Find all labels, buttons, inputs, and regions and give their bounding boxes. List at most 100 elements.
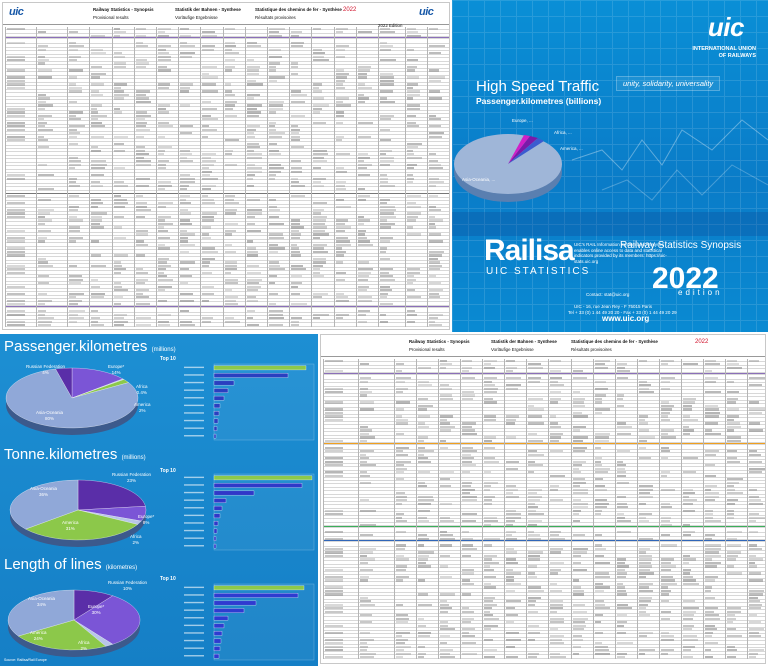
- table-cell: [202, 163, 215, 166]
- table-cell: [683, 579, 696, 582]
- table-cell: [135, 121, 148, 124]
- table-cell: [395, 652, 411, 655]
- table-cell: [180, 184, 190, 187]
- table-cell: [335, 205, 352, 208]
- table-cell: [528, 631, 540, 634]
- table-cell: [91, 205, 98, 208]
- table-row: [5, 208, 449, 212]
- table-cell: [38, 48, 46, 51]
- table-cell: [705, 558, 712, 561]
- table-cell: [506, 575, 514, 579]
- table-cell: [417, 631, 432, 634]
- table-cell: [705, 649, 712, 652]
- table-cell: [291, 243, 298, 247]
- table-cell: [594, 478, 604, 481]
- table-cell: [727, 415, 739, 418]
- table-cell: [749, 359, 759, 362]
- table-cell: [749, 607, 761, 610]
- table-cell: [91, 215, 103, 219]
- table-cell: [395, 617, 410, 620]
- table-cell: [335, 76, 348, 79]
- table-cell: [360, 645, 369, 648]
- table-cell: [224, 282, 239, 285]
- table-cell: [157, 289, 165, 292]
- table-cell: [202, 317, 214, 320]
- table-cell: [660, 631, 669, 634]
- table-cell: [360, 561, 368, 565]
- table-cell: [113, 142, 124, 145]
- bar3-tick-label: [184, 624, 204, 627]
- table-cell: [749, 649, 764, 652]
- table-cell: [727, 499, 739, 502]
- table-cell: [428, 177, 439, 180]
- table-cell: [202, 188, 212, 191]
- table-row: [323, 512, 765, 516]
- bar2-tick-label: [184, 476, 204, 479]
- contact[interactable]: Contact: stat@uic.org: [586, 292, 630, 297]
- table-cell: [202, 45, 216, 48]
- table-cell: [38, 114, 53, 117]
- table-cell: [38, 236, 48, 240]
- table-cell: [246, 65, 260, 69]
- table-cell: [660, 471, 670, 474]
- cover-title: High Speed Traffic: [476, 78, 600, 95]
- table-cell: [484, 488, 491, 491]
- table-cell: [406, 104, 421, 107]
- table-cell: [417, 652, 427, 655]
- website-link[interactable]: www.uic.org: [602, 314, 650, 323]
- table-cell: [572, 554, 581, 558]
- table-cell: [749, 408, 765, 411]
- table-cell: [379, 285, 390, 288]
- table-cell: [484, 520, 499, 523]
- table-cell: [428, 118, 441, 121]
- table-cell: [550, 572, 558, 575]
- table-cell: [572, 513, 579, 516]
- table-cell: [616, 561, 626, 565]
- table-cell: [379, 139, 392, 142]
- table-cell: [135, 27, 146, 30]
- pie3-label-africa: Africa 2%: [78, 640, 90, 651]
- table-cell: [428, 250, 444, 254]
- table-cell: [202, 198, 214, 201]
- table-cell: [395, 478, 405, 481]
- table-cell: [638, 422, 648, 425]
- table-cell: [246, 174, 256, 177]
- table-cell: [428, 52, 441, 55]
- table-row: [5, 268, 449, 272]
- table-cell: [395, 363, 405, 366]
- cover-decoration: [452, 119, 768, 236]
- table-cell: [246, 177, 254, 180]
- table-cell: [528, 537, 542, 540]
- table-cell: [291, 72, 299, 76]
- table-cell: [180, 320, 192, 323]
- table-cell: [594, 464, 602, 467]
- table-row: [5, 261, 449, 265]
- table-cell: [462, 471, 470, 474]
- table-cell: [180, 198, 187, 201]
- table-cell: [360, 436, 376, 439]
- table-cell: [528, 495, 542, 498]
- table-cell: [462, 530, 470, 533]
- synopsis-title: Railway Statistics Synopsis: [620, 240, 742, 251]
- table-cell: [7, 268, 25, 271]
- table-cell: [113, 93, 129, 97]
- table-row: [323, 607, 765, 611]
- bar1-tick-label: [184, 435, 204, 437]
- table-cell: [246, 184, 255, 187]
- table-cell: [428, 233, 441, 236]
- table-cell: [91, 222, 100, 226]
- table-cell: [360, 425, 369, 429]
- table-cell: [395, 649, 405, 652]
- table-cell: [69, 45, 85, 48]
- table-cell: [727, 401, 736, 404]
- table-cell: [69, 226, 81, 229]
- table-cell: [69, 69, 84, 72]
- table-cell: [69, 275, 82, 278]
- table-cell: [91, 174, 104, 177]
- table-cell: [357, 240, 371, 243]
- table-cell: [594, 534, 603, 537]
- table-cell: [360, 554, 368, 558]
- table-cell: [313, 226, 327, 229]
- table-cell: [417, 534, 428, 537]
- table-cell: [38, 163, 47, 166]
